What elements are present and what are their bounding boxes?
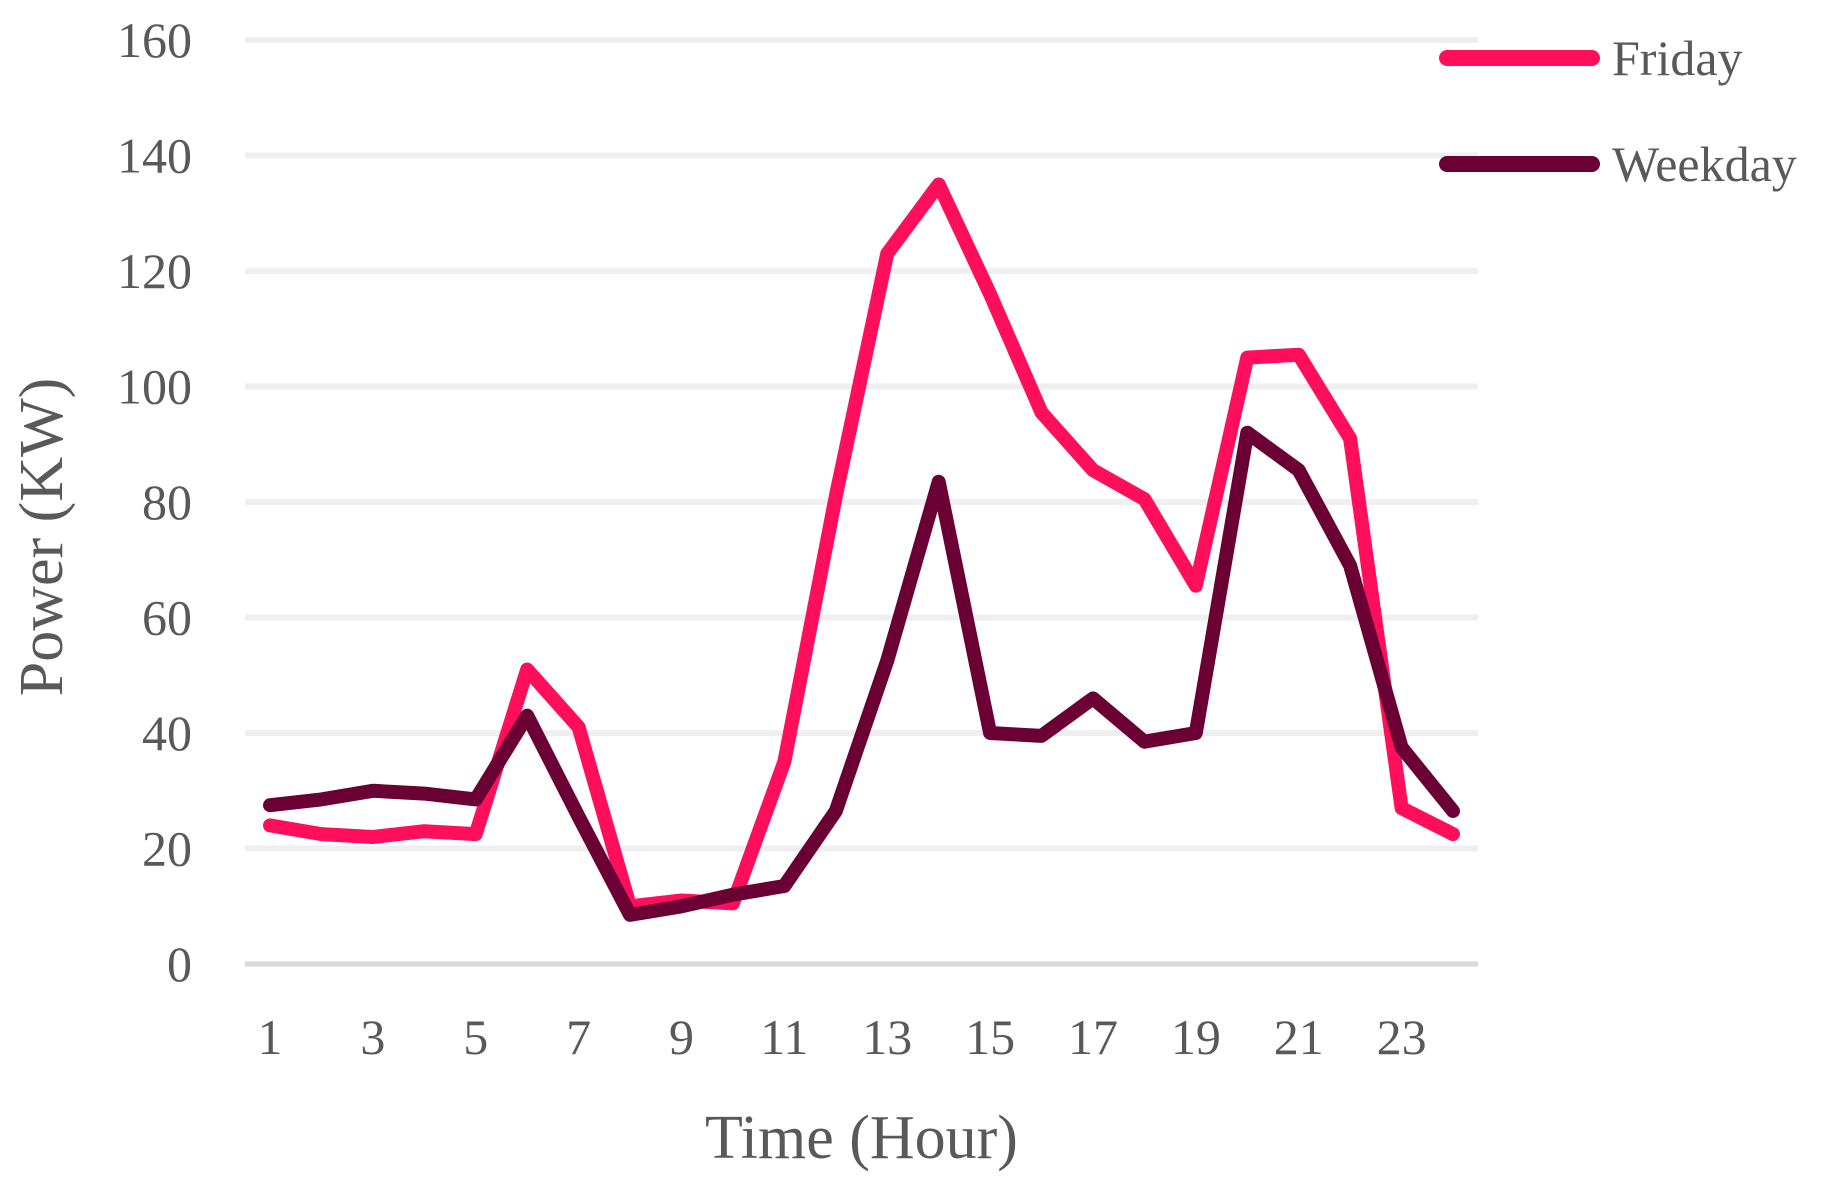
y-tick-label: 20 [142, 821, 192, 877]
series-line-friday [263, 177, 1460, 914]
series-line-weekday [263, 425, 1460, 922]
x-axis-ticks: 1 3 5 7 9 11 13 15 17 19 21 23 [258, 1009, 1427, 1065]
x-tick-label: 11 [760, 1009, 808, 1065]
y-tick-label: 40 [142, 705, 192, 761]
x-tick-label: 1 [258, 1009, 283, 1065]
y-tick-label: 160 [117, 12, 192, 68]
legend: Friday Weekday [1439, 30, 1797, 192]
x-tick-label: 3 [360, 1009, 385, 1065]
y-axis-title: Power (KW) [8, 378, 76, 697]
y-tick-label: 100 [117, 359, 192, 415]
legend-label-weekday: Weekday [1612, 136, 1797, 192]
series-lines [263, 177, 1460, 922]
y-axis-ticks: 0 20 40 60 80 100 120 140 160 [117, 12, 192, 992]
x-axis-title: Time (Hour) [705, 1104, 1018, 1172]
x-tick-label: 7 [566, 1009, 591, 1065]
x-tick-label: 23 [1377, 1009, 1427, 1065]
x-tick-label: 15 [965, 1009, 1015, 1065]
x-tick-label: 17 [1068, 1009, 1118, 1065]
x-tick-label: 21 [1274, 1009, 1324, 1065]
y-tick-label: 60 [142, 590, 192, 646]
x-tick-label: 13 [862, 1009, 912, 1065]
x-tick-label: 5 [463, 1009, 488, 1065]
y-tick-label: 120 [117, 243, 192, 299]
y-tick-label: 80 [142, 474, 192, 530]
y-tick-label: 140 [117, 128, 192, 184]
x-tick-label: 19 [1171, 1009, 1221, 1065]
x-tick-label: 9 [669, 1009, 694, 1065]
y-tick-label: 0 [167, 936, 192, 992]
legend-label-friday: Friday [1612, 30, 1743, 86]
